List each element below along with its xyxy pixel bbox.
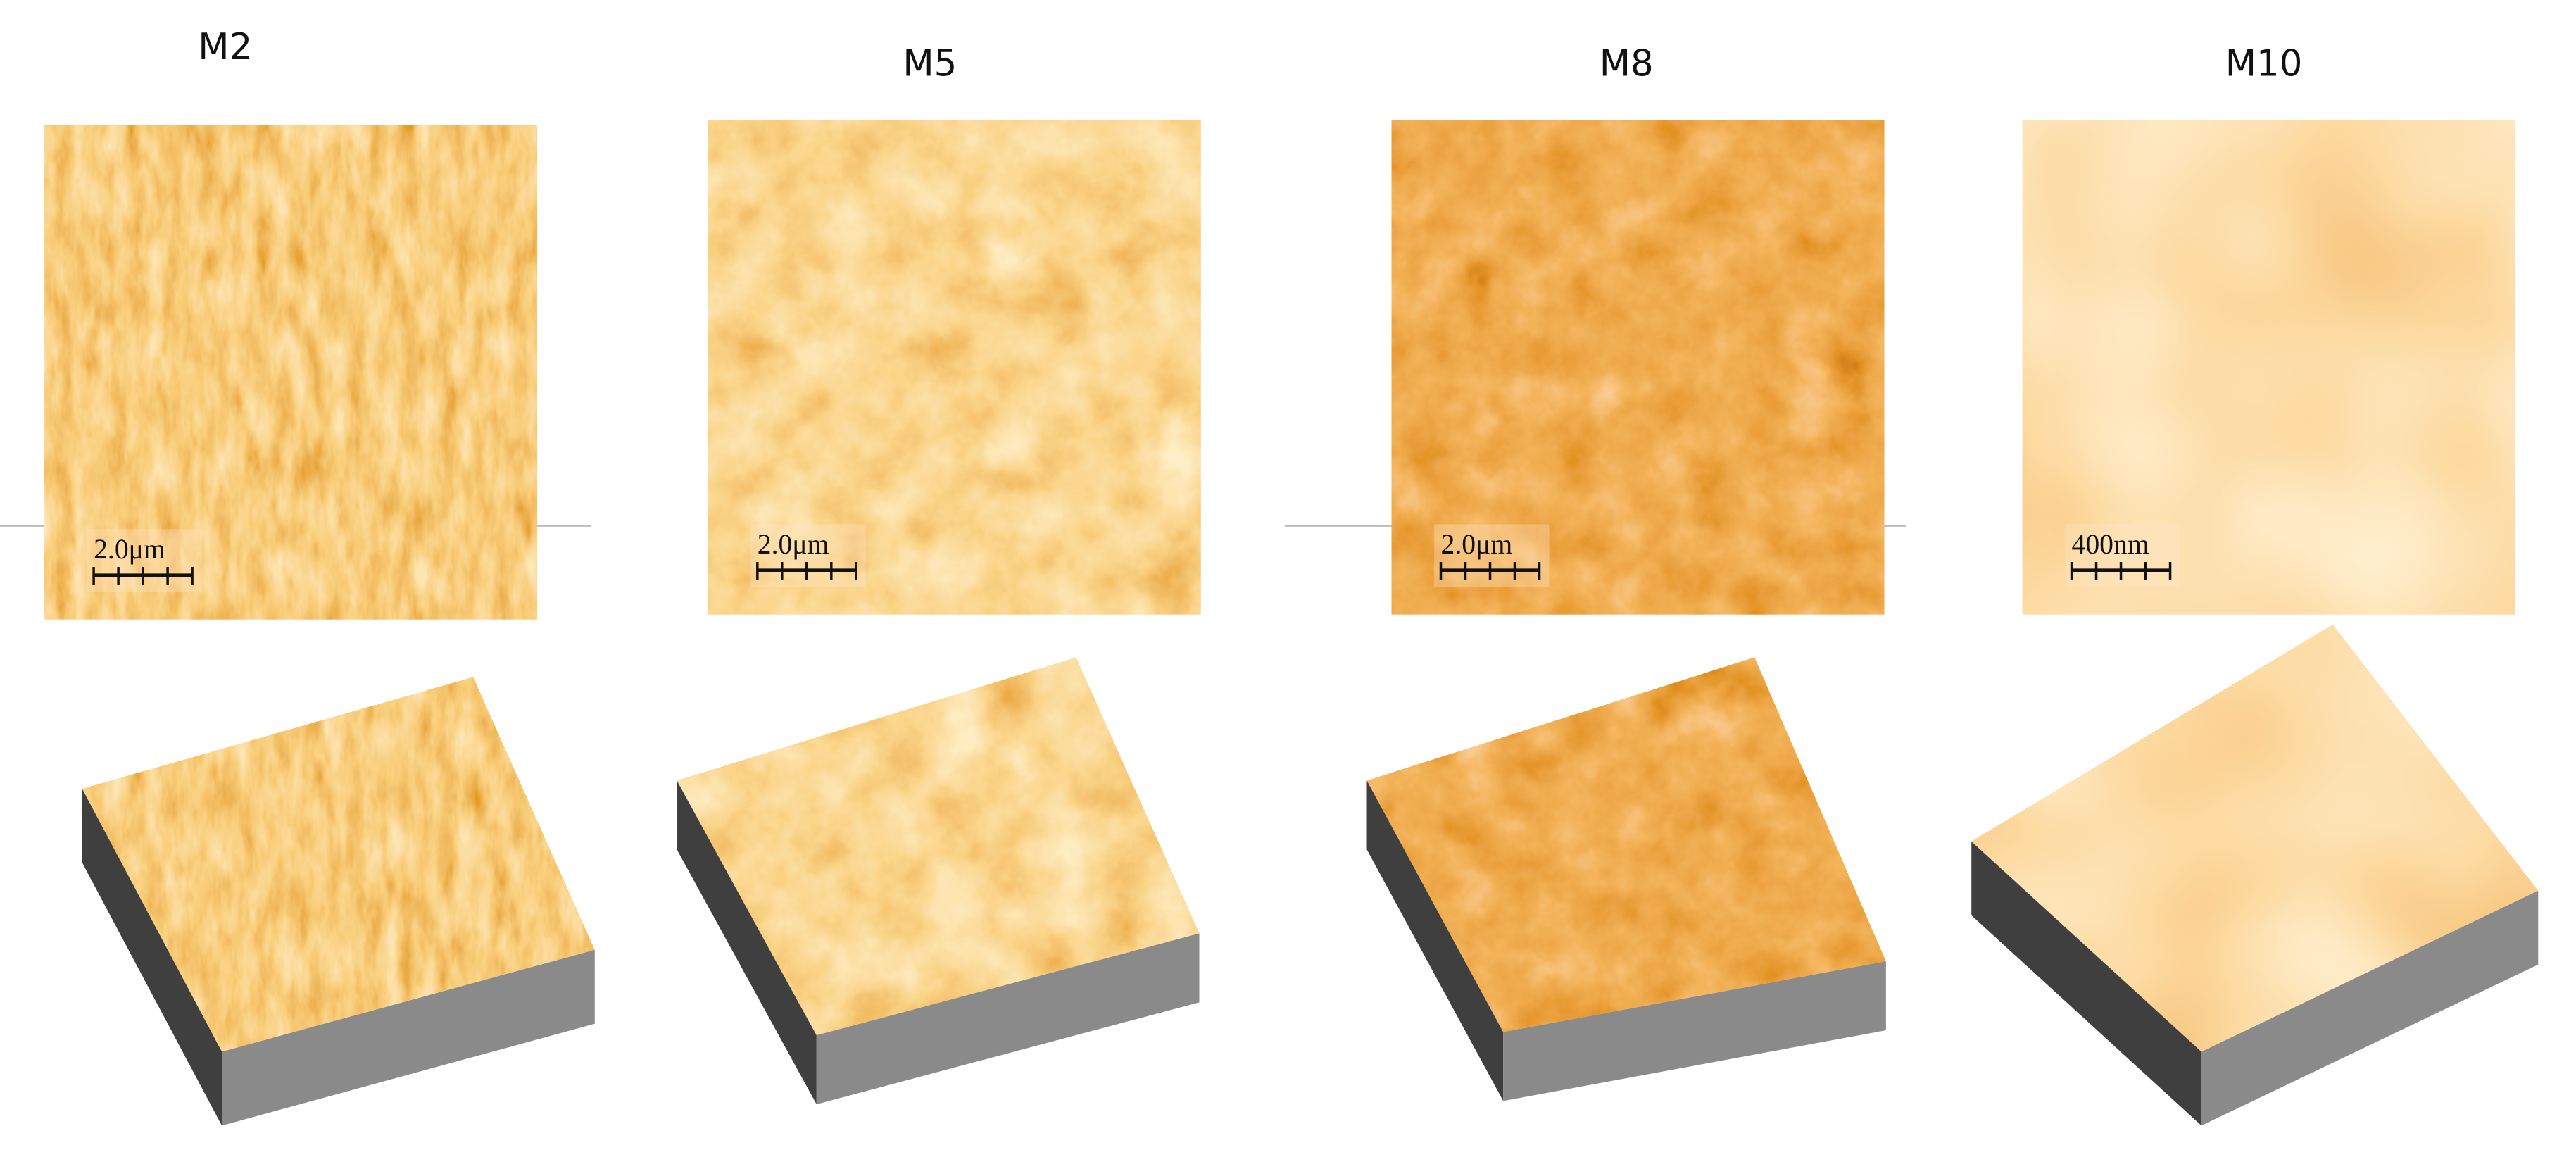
- scale-bar-label: 2.0μm: [94, 534, 165, 565]
- scale-bar-label: 2.0μm: [1441, 529, 1513, 560]
- scale-bar-bg: [87, 529, 203, 592]
- afm-panel: M5 2.0μm: [677, 42, 1201, 1105]
- height-map: [1391, 120, 1885, 615]
- panel-label: M10: [2225, 42, 2303, 85]
- panel-label: M2: [198, 26, 252, 68]
- block-left: [677, 780, 817, 1105]
- height-map: [44, 125, 538, 620]
- block-left: [82, 789, 222, 1126]
- scale-bar-bg: [750, 524, 866, 587]
- surface-3d: [1971, 624, 2539, 1052]
- panel-label: M5: [903, 42, 957, 85]
- scale-bar-bg: [2065, 524, 2180, 587]
- block-front: [2201, 890, 2539, 1126]
- block-left: [1366, 780, 1504, 1101]
- height-map: [708, 120, 1201, 615]
- scale-bar-bg: [1434, 524, 1550, 587]
- panel-label: M8: [1600, 42, 1654, 85]
- afm-panel: M10 400nm: [1971, 42, 2539, 1126]
- afm-panel: M8 2.0μm: [1366, 42, 1886, 1101]
- block-left: [1971, 841, 2201, 1126]
- block-front: [222, 949, 595, 1126]
- scale-bar-label: 2.0μm: [758, 529, 829, 560]
- surface-3d: [82, 677, 595, 1052]
- block-front: [816, 933, 1200, 1105]
- surface-3d: [677, 657, 1200, 1036]
- afm-panel: M2 2.0μm: [44, 26, 595, 1126]
- block-front: [1503, 961, 1886, 1101]
- height-map: [2022, 120, 2515, 615]
- surface-3d: [1366, 657, 1886, 1032]
- scale-bar-label: 400nm: [2072, 529, 2149, 560]
